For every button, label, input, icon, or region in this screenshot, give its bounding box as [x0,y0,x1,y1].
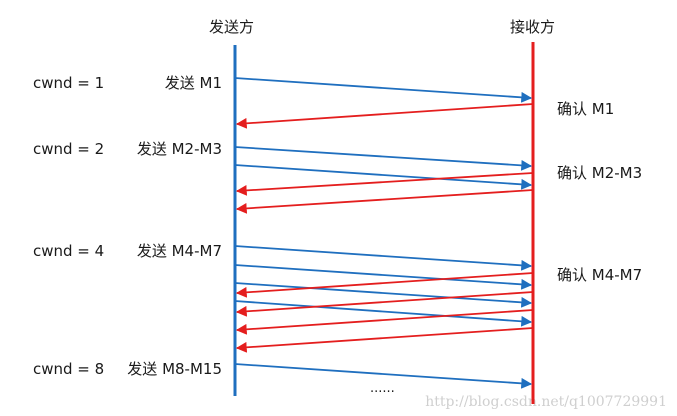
cwnd-label-1: cwnd = 1 [33,74,105,92]
ellipsis-text: ...... [370,381,395,396]
ack-arrow-m7 [235,327,534,353]
sender-header: 发送方 [209,18,255,36]
ack-arrow-m2 [235,172,534,196]
ack-arrow-m5 [235,291,534,317]
ack-arrow-m3 [235,189,534,214]
ack-label-2: 确认 M2-M3 [557,164,643,182]
send-arrow-m4 [234,245,533,271]
watermark-text: http://blog.csdn.net/q1007729991 [425,394,667,410]
ack-label-1: 确认 M1 [557,100,615,118]
cwnd-label-4: cwnd = 4 [33,242,105,260]
send-label-2: 发送 M2-M3 [136,140,222,158]
ack-label-3: 确认 M4-M7 [557,266,643,284]
send-arrow-m3 [234,164,533,190]
send-arrow-m8 [234,363,533,389]
send-arrow-m6 [234,282,533,308]
send-arrow-m2 [234,146,533,171]
send-arrow-m5 [234,264,533,290]
ack-arrow-m4 [235,272,534,298]
send-arrow-m7 [234,300,533,327]
send-arrow-m1 [234,77,533,103]
ack-arrow-m6 [235,309,534,335]
receiver-header: 接收方 [510,18,556,36]
send-label-4: 发送 M8-M15 [127,360,222,378]
send-label-3: 发送 M4-M7 [136,242,222,260]
ack-arrow-m1 [235,103,534,129]
send-label-1: 发送 M1 [164,74,222,92]
cwnd-label-8: cwnd = 8 [33,360,105,378]
cwnd-label-2: cwnd = 2 [33,140,105,158]
